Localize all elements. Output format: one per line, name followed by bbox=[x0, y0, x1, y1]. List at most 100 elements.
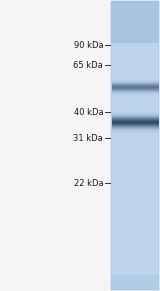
Bar bbox=[111, 132, 159, 134]
Bar bbox=[111, 220, 159, 222]
Text: 65 kDa: 65 kDa bbox=[73, 61, 103, 70]
Bar bbox=[111, 244, 159, 245]
Bar bbox=[111, 230, 159, 232]
Bar bbox=[111, 191, 159, 193]
Bar bbox=[111, 166, 159, 167]
Bar bbox=[111, 157, 159, 159]
Bar bbox=[111, 228, 159, 229]
Bar bbox=[111, 218, 159, 219]
Bar bbox=[111, 174, 159, 176]
Bar bbox=[111, 69, 159, 71]
Bar bbox=[111, 160, 159, 161]
Bar bbox=[111, 146, 159, 147]
Bar bbox=[112, 125, 159, 126]
Bar bbox=[111, 209, 159, 210]
Bar bbox=[111, 109, 159, 111]
Bar bbox=[111, 15, 159, 16]
Bar bbox=[111, 108, 159, 109]
Bar bbox=[111, 13, 159, 15]
Bar bbox=[111, 84, 159, 85]
Bar bbox=[111, 256, 159, 258]
Bar bbox=[111, 49, 159, 50]
Bar bbox=[112, 117, 159, 118]
Bar bbox=[111, 22, 159, 23]
Bar bbox=[111, 12, 159, 13]
Bar bbox=[111, 206, 159, 207]
Bar bbox=[111, 239, 159, 241]
Bar bbox=[111, 3, 159, 4]
Bar bbox=[111, 213, 159, 215]
Bar bbox=[111, 252, 159, 253]
Bar bbox=[111, 52, 159, 53]
Bar bbox=[111, 76, 159, 78]
Bar bbox=[111, 190, 159, 191]
Bar bbox=[111, 97, 159, 98]
Bar bbox=[111, 259, 159, 261]
Bar bbox=[111, 258, 159, 259]
Bar bbox=[111, 85, 159, 86]
Bar bbox=[111, 179, 159, 180]
Bar bbox=[111, 288, 159, 290]
Bar bbox=[111, 36, 159, 38]
Bar bbox=[111, 24, 159, 26]
Bar bbox=[111, 164, 159, 166]
Bar bbox=[111, 232, 159, 233]
Bar bbox=[111, 212, 159, 213]
Bar bbox=[111, 225, 159, 226]
Bar bbox=[111, 278, 159, 279]
Bar bbox=[111, 107, 159, 108]
Bar bbox=[111, 284, 159, 285]
Bar bbox=[111, 173, 159, 174]
Bar bbox=[111, 47, 159, 49]
Bar bbox=[111, 171, 159, 173]
Bar bbox=[111, 4, 159, 6]
Bar bbox=[111, 134, 159, 135]
Bar bbox=[111, 105, 159, 107]
Bar bbox=[111, 141, 159, 143]
Bar bbox=[111, 199, 159, 200]
Bar bbox=[111, 104, 159, 105]
Bar bbox=[111, 180, 159, 182]
Bar bbox=[111, 35, 159, 36]
Bar bbox=[111, 111, 159, 112]
Bar bbox=[111, 233, 159, 235]
Bar bbox=[111, 205, 159, 206]
Bar bbox=[111, 242, 159, 244]
Bar bbox=[111, 29, 159, 30]
Bar bbox=[111, 72, 159, 74]
Bar bbox=[111, 43, 159, 45]
Text: 31 kDa: 31 kDa bbox=[73, 134, 103, 143]
Bar bbox=[111, 262, 159, 264]
Bar bbox=[111, 79, 159, 81]
Bar bbox=[112, 113, 159, 114]
Bar bbox=[111, 272, 159, 274]
Bar bbox=[112, 132, 159, 133]
Text: 40 kDa: 40 kDa bbox=[74, 108, 103, 116]
Bar bbox=[111, 16, 159, 17]
Bar bbox=[111, 281, 159, 282]
Bar bbox=[111, 1, 159, 290]
Bar bbox=[111, 154, 159, 156]
Bar bbox=[111, 186, 159, 187]
Bar bbox=[111, 215, 159, 216]
Bar bbox=[112, 115, 159, 116]
Bar bbox=[111, 120, 159, 121]
Bar bbox=[111, 197, 159, 199]
Bar bbox=[111, 78, 159, 79]
Bar bbox=[111, 147, 159, 148]
Bar bbox=[112, 118, 159, 119]
Bar bbox=[111, 168, 159, 170]
Bar bbox=[111, 32, 159, 33]
Bar bbox=[111, 26, 159, 27]
Bar bbox=[111, 88, 159, 89]
Bar bbox=[111, 17, 159, 19]
Bar bbox=[111, 7, 159, 9]
Text: 22 kDa: 22 kDa bbox=[74, 179, 103, 188]
Text: 90 kDa: 90 kDa bbox=[74, 41, 103, 49]
Bar bbox=[111, 91, 159, 92]
Bar bbox=[111, 124, 159, 125]
Bar bbox=[112, 111, 159, 112]
Bar bbox=[111, 216, 159, 218]
Bar bbox=[111, 81, 159, 82]
Bar bbox=[111, 98, 159, 100]
